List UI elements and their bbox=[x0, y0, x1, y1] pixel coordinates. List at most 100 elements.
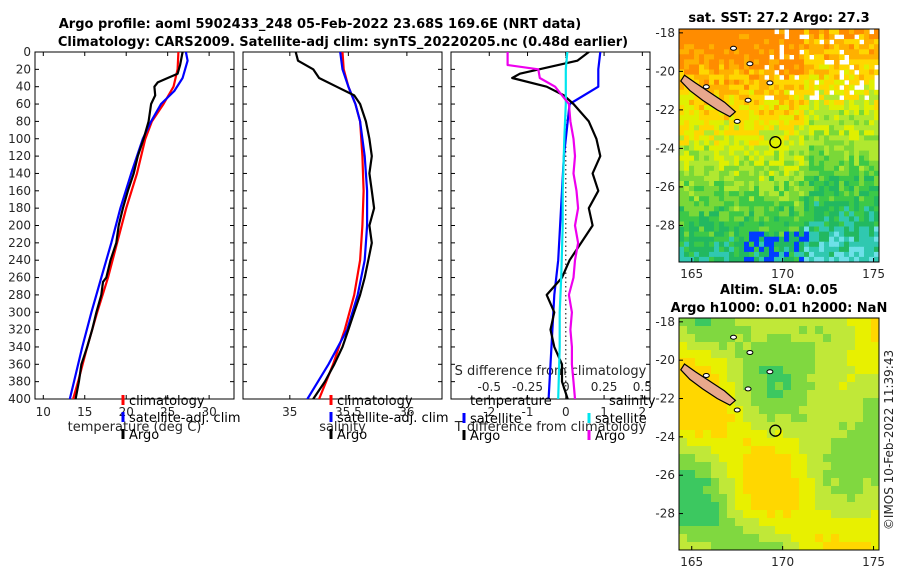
sst-map-cell bbox=[769, 181, 775, 187]
sla-map-cell bbox=[759, 534, 768, 543]
sst-map-cell bbox=[864, 145, 870, 152]
sla-map-cell bbox=[735, 478, 744, 487]
sst-map-cell bbox=[834, 165, 840, 172]
sst-map-cell bbox=[874, 201, 879, 207]
sla-map-cell bbox=[799, 510, 808, 519]
sst-map-cell bbox=[819, 170, 825, 177]
sst-map-cell bbox=[839, 251, 845, 258]
sst-map-cell bbox=[809, 39, 815, 45]
sla-map-cell bbox=[839, 542, 848, 550]
sst-map-cell bbox=[739, 256, 745, 262]
sla-map-cell bbox=[807, 446, 816, 455]
sst-map-cell bbox=[699, 120, 705, 126]
sla-map-cell bbox=[687, 470, 696, 479]
sst-map-cell bbox=[679, 94, 685, 101]
sst-map-cell bbox=[774, 150, 780, 157]
sst-map-cell bbox=[874, 251, 879, 258]
sst-map-cell bbox=[779, 165, 785, 172]
sla-map-cell bbox=[823, 334, 832, 343]
sla-map-cell bbox=[759, 446, 768, 455]
sla-map-cell bbox=[807, 438, 816, 447]
sst-map-cell bbox=[839, 140, 845, 147]
sst-map-cell bbox=[759, 105, 765, 111]
sla-map-cell bbox=[855, 486, 864, 495]
temperature-xtick-label: 30 bbox=[201, 405, 216, 419]
sst-map-cell bbox=[694, 145, 700, 152]
sla-map-cell bbox=[743, 398, 752, 407]
sst-map-cell bbox=[844, 130, 850, 136]
sst-map-cell bbox=[769, 175, 775, 182]
sst-map-cell bbox=[854, 241, 860, 248]
sst-map-cell bbox=[789, 221, 795, 228]
sst-map-cell bbox=[804, 64, 810, 71]
sst-map-cell bbox=[824, 79, 830, 86]
sst-map-cell bbox=[694, 64, 700, 71]
sst-map-cell bbox=[839, 130, 845, 136]
sst-map-cell bbox=[834, 64, 840, 71]
sst-map-cell bbox=[869, 49, 875, 55]
sst-map-cell bbox=[679, 125, 685, 131]
sst-map-cell bbox=[809, 64, 815, 71]
sst-map-cell bbox=[689, 175, 695, 182]
sst-map-cell bbox=[764, 84, 770, 91]
sla-map-cell bbox=[839, 374, 848, 383]
sst-map-cell bbox=[734, 155, 740, 162]
sla-map-cell bbox=[863, 430, 872, 439]
sst-map-cell bbox=[704, 165, 710, 172]
sla-map-cell bbox=[775, 374, 784, 383]
sst-map-cell bbox=[739, 201, 745, 207]
sst-map-cell bbox=[824, 241, 830, 248]
sst-map-cell bbox=[839, 211, 845, 217]
depth-tick-label: 120 bbox=[8, 149, 31, 163]
sst-map-cell bbox=[724, 79, 730, 86]
sst-map-cell bbox=[834, 191, 840, 197]
sst-map-cell bbox=[814, 125, 820, 131]
sst-map-cell bbox=[774, 105, 780, 111]
sst-map-cell bbox=[804, 130, 810, 136]
sst-map-cell bbox=[859, 44, 865, 50]
sst-map-cell bbox=[719, 196, 725, 202]
sst-map-cell bbox=[849, 115, 855, 121]
sla-map-cell bbox=[815, 342, 824, 351]
sst-map-cell bbox=[819, 79, 825, 86]
sst-map-cell bbox=[734, 89, 740, 96]
sla-map-cell bbox=[759, 398, 768, 407]
sst-map-cell bbox=[854, 226, 860, 233]
sst-map-cell bbox=[694, 110, 700, 116]
sla-map-cell bbox=[751, 494, 760, 503]
temperature-legend-label: Argo bbox=[129, 428, 159, 443]
sla-map-cell bbox=[727, 446, 736, 455]
sst-map-cell bbox=[824, 191, 830, 197]
sst-map-cell bbox=[834, 246, 840, 253]
sla-map-cell bbox=[767, 334, 776, 343]
sst-map-panel: 165 170 175-18-20-22-24-26-28 bbox=[655, 26, 885, 281]
sst-map-cell bbox=[739, 140, 745, 147]
sst-map-cell bbox=[719, 140, 725, 147]
sst-map-cell bbox=[709, 125, 715, 131]
sst-map-cell bbox=[854, 79, 860, 86]
sla-map-cell bbox=[799, 350, 808, 359]
sst-map-cell bbox=[729, 64, 735, 71]
sst-map-cell bbox=[739, 59, 745, 66]
sst-map-cell bbox=[819, 191, 825, 197]
sst-map-cell bbox=[864, 196, 870, 202]
sst-map-cell bbox=[874, 49, 879, 55]
sla-map-cell bbox=[703, 334, 712, 343]
sst-map-cell bbox=[759, 89, 765, 96]
sst-map-cell bbox=[734, 74, 740, 81]
sla-map-cell bbox=[847, 486, 856, 495]
sla-map-cell bbox=[735, 414, 744, 423]
sla-map-cell bbox=[695, 486, 704, 495]
sst-map-cell bbox=[859, 110, 865, 116]
sla-map-ytick-label: -18 bbox=[655, 315, 675, 329]
sla-map-cell bbox=[759, 342, 768, 351]
sst-map-cell bbox=[734, 175, 740, 182]
sst-map-cell bbox=[744, 135, 750, 142]
sst-map-cell bbox=[854, 165, 860, 172]
sla-map-cell bbox=[679, 470, 688, 479]
sst-map-cell bbox=[854, 256, 860, 262]
sla-map-cell bbox=[839, 502, 848, 511]
sla-map-cell bbox=[791, 534, 800, 543]
sla-map-cell bbox=[687, 526, 696, 535]
sst-map-cell bbox=[689, 29, 695, 35]
